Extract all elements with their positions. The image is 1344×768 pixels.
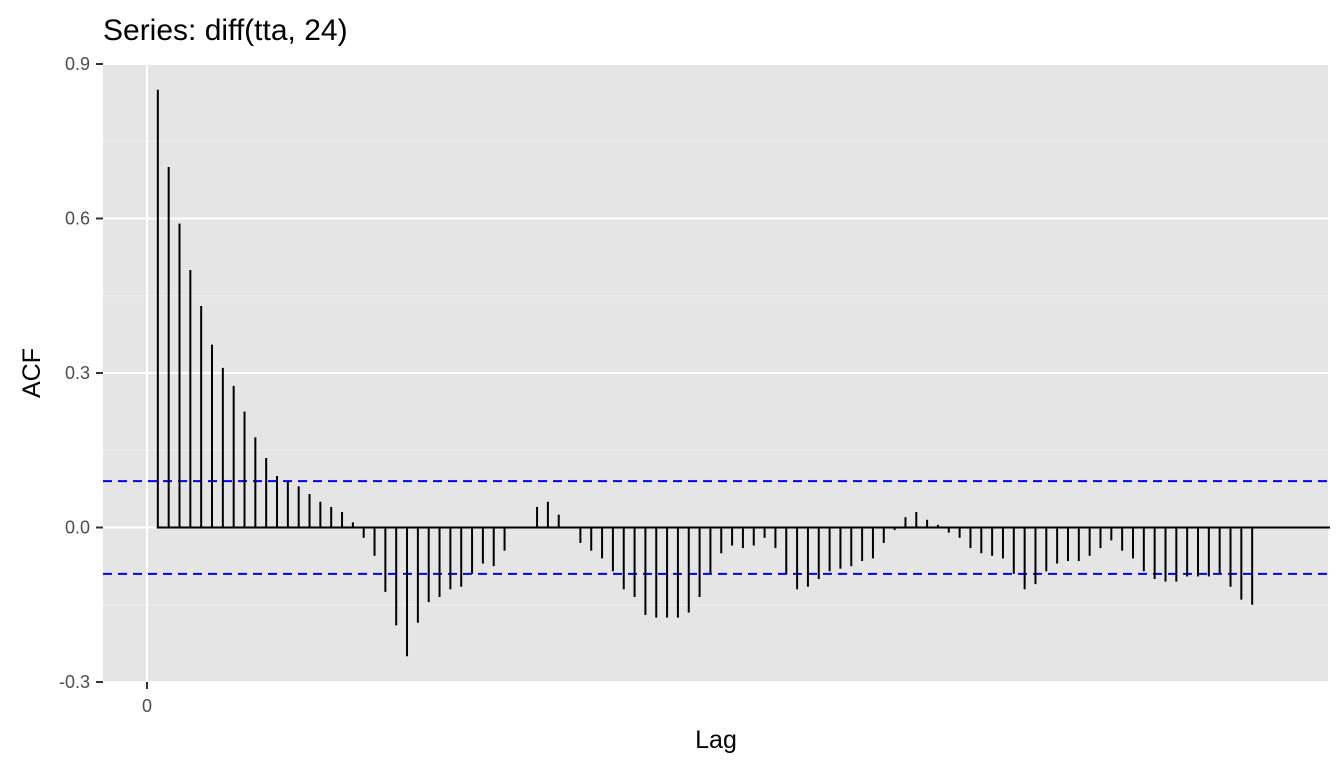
y-tick-label: 0.3: [65, 363, 90, 383]
y-tick-label: 0.0: [65, 518, 90, 538]
x-axis: 0: [142, 682, 152, 716]
acf-bars: [156, 89, 1254, 657]
y-tick-label: 0.9: [65, 54, 90, 74]
y-axis-title: ACF: [18, 348, 46, 398]
x-axis-title: Lag: [695, 726, 737, 754]
y-tick-label: 0.6: [65, 209, 90, 229]
x-tick-label: 0: [142, 696, 152, 716]
y-axis: 0.9 0.6 0.3 0.0 -0.3: [59, 54, 103, 692]
confidence-bounds: [103, 480, 1328, 575]
chart-title: Series: diff(tta, 24): [103, 14, 348, 47]
y-tick-label: -0.3: [59, 672, 90, 692]
